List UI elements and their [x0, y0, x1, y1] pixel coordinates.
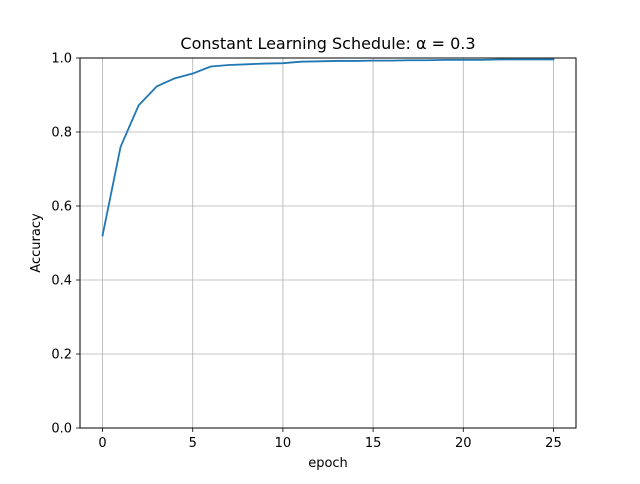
x-tick-label: 10	[275, 436, 292, 451]
y-tick-label: 0.2	[51, 348, 72, 363]
y-tick-label: 0.4	[51, 274, 72, 289]
y-tick-label: 0.0	[51, 422, 72, 437]
x-tick-label: 0	[98, 436, 106, 451]
x-tick-label: 25	[545, 436, 562, 451]
x-tick-label: 20	[455, 436, 472, 451]
series-layer	[101, 58, 555, 237]
y-tick-label: 0.6	[51, 200, 72, 215]
chart-title: Constant Learning Schedule: α = 0.3	[180, 34, 475, 53]
accuracy-series-line	[101, 58, 555, 237]
x-tick-label: 15	[365, 436, 382, 451]
x-axis-label: epoch	[308, 456, 348, 471]
y-tick-label: 0.8	[51, 126, 72, 141]
tick-layer: 0 5 10 15 20 25 0.0 0.2 0.4 0.6 0.8 1.0	[51, 52, 561, 452]
plot-area-frame	[79, 57, 577, 429]
y-axis-label: Accuracy	[29, 213, 44, 273]
x-tick-label: 5	[189, 436, 197, 451]
y-tick-label: 1.0	[51, 52, 72, 67]
grid-layer	[80, 57, 576, 429]
